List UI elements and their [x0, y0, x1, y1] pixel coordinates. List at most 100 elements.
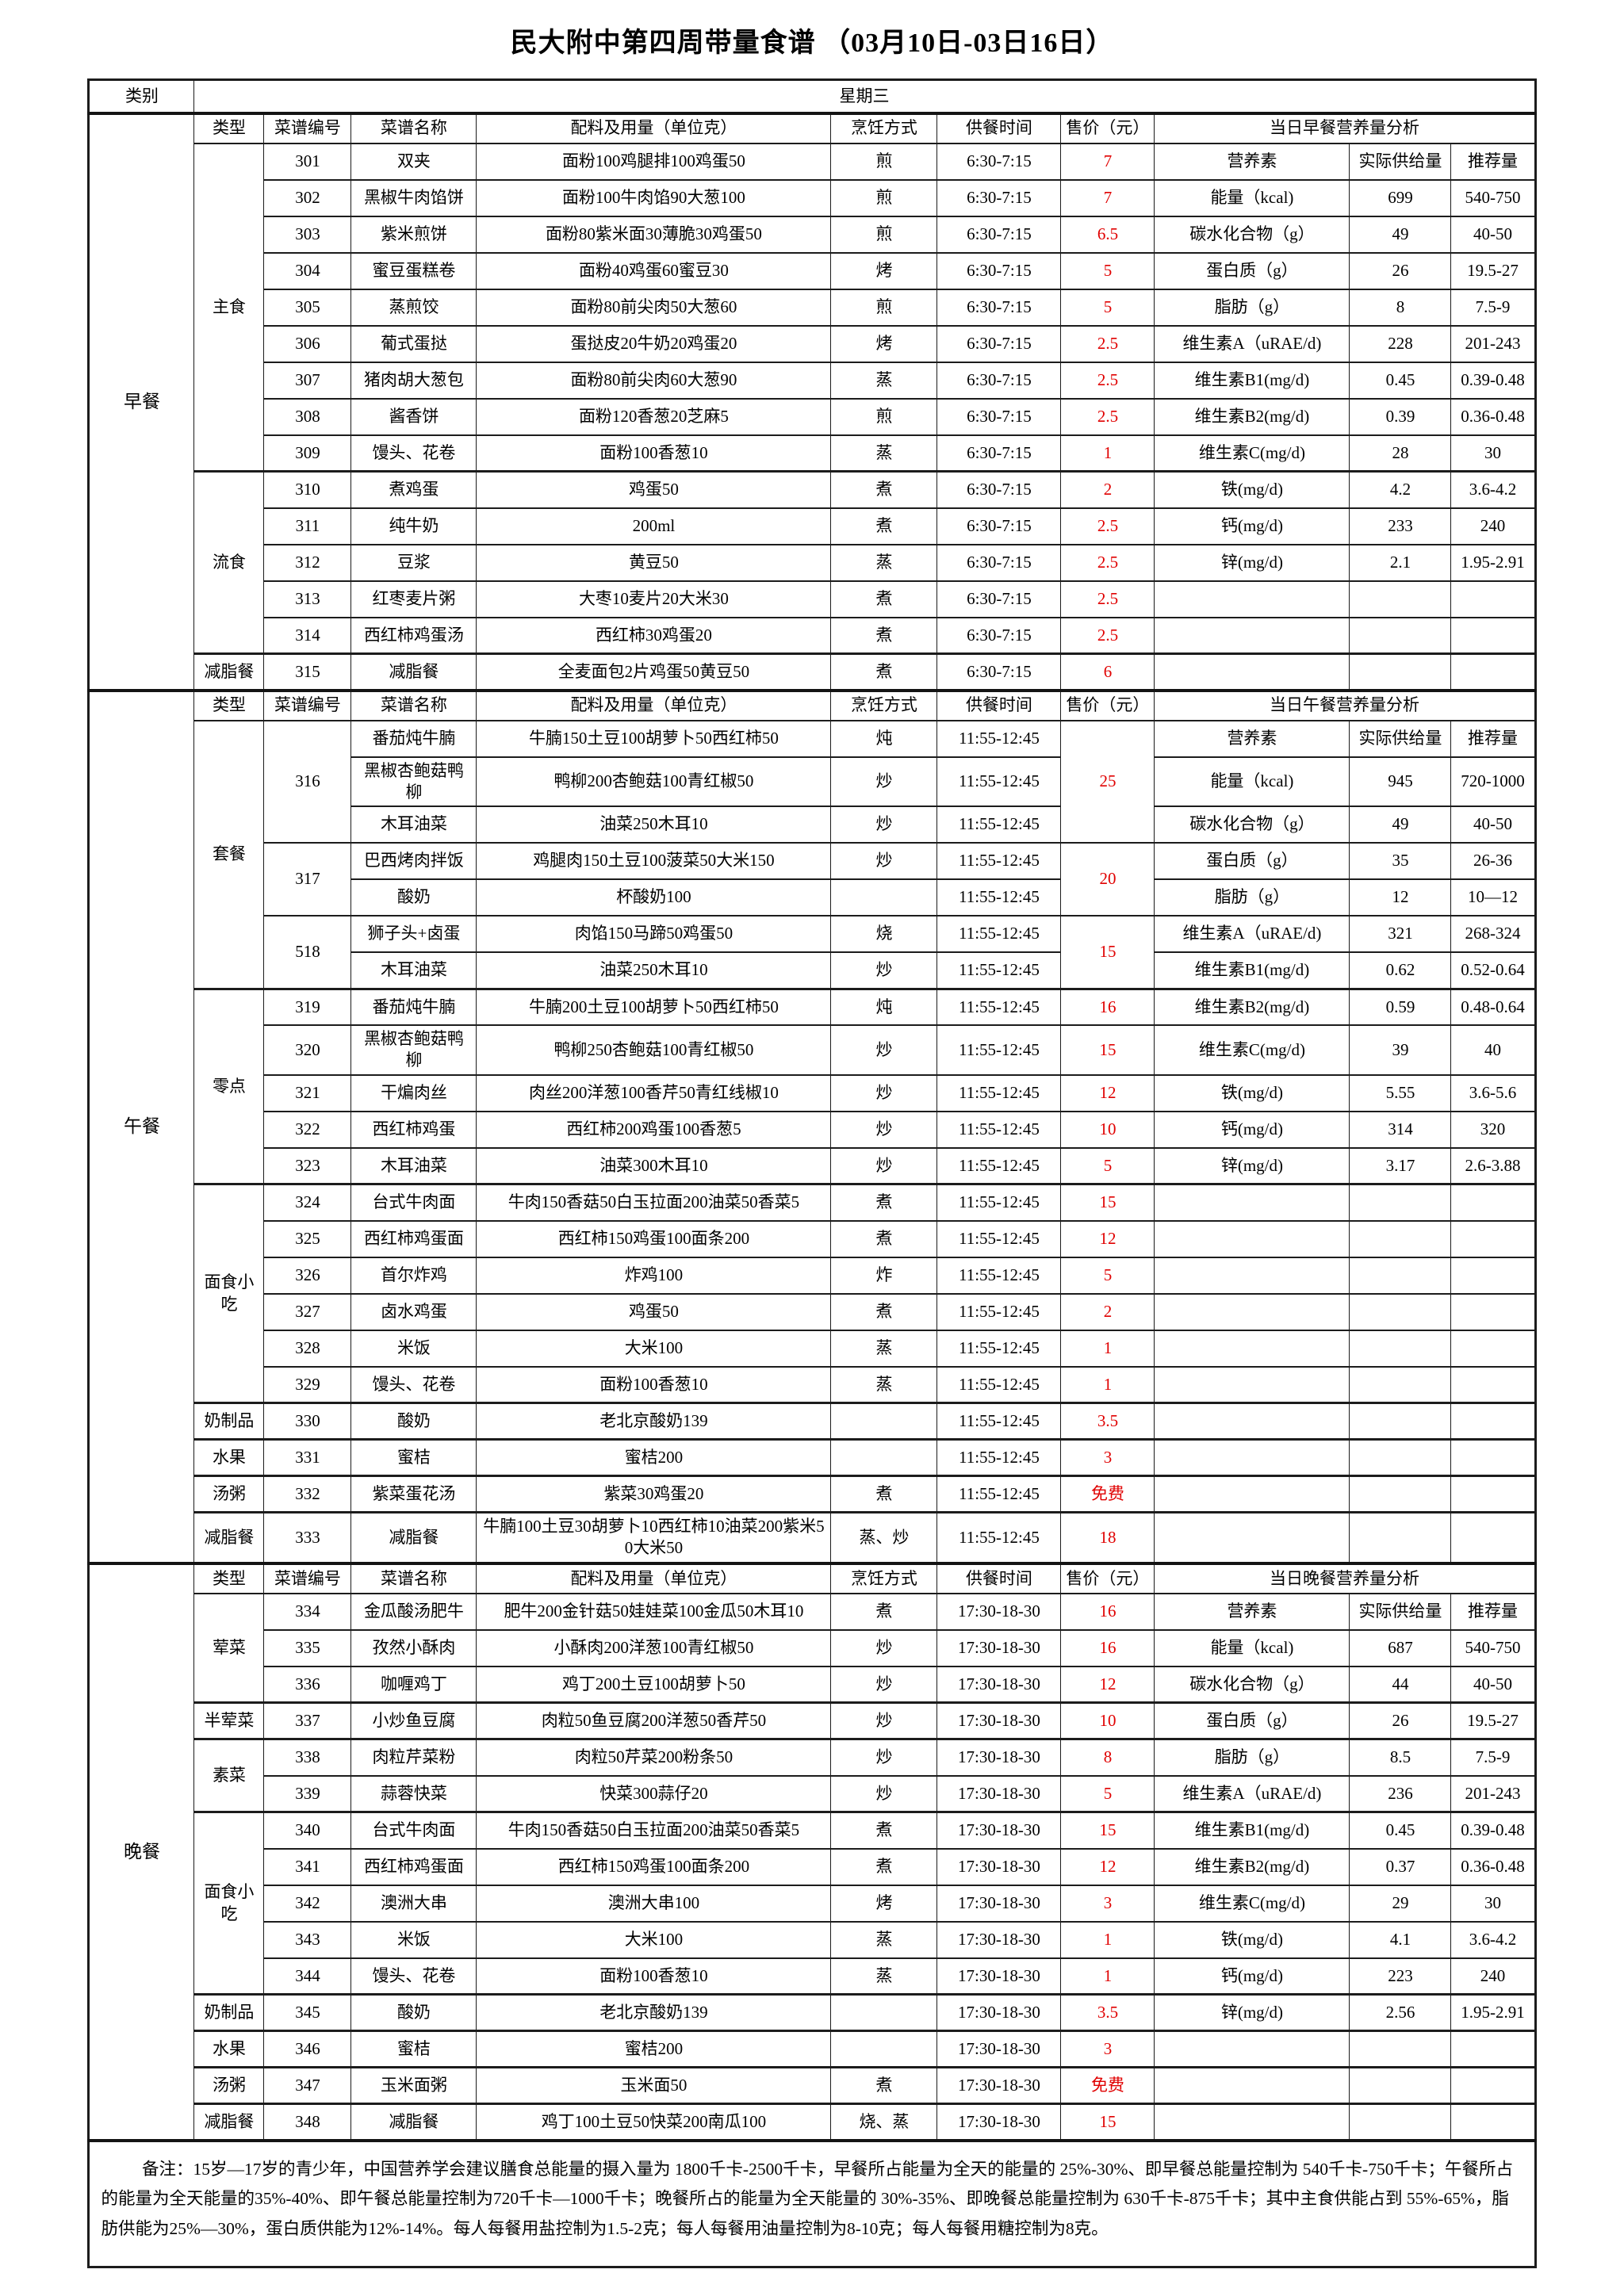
cooking-method: 煮 [830, 1292, 938, 1331]
nutrient-actual: 39 [1349, 1024, 1452, 1076]
menu-row: 面食小吃 324 台式牛肉面 牛肉150香菇50白玉拉面200油菜50香菜5 煮 11:5… [89, 1183, 1536, 1404]
dish-ingredients: 牛肉150香菇50白玉拉面200油菜50香菜5 [476, 1811, 832, 1850]
cooking-method: 蒸 [830, 543, 938, 582]
nutrition-column-header: 营养素 [1154, 719, 1350, 758]
nutrition-empty-cell [1450, 2103, 1536, 2141]
serving-time: 11:55-12:45 [936, 1402, 1062, 1441]
menu-table: 类别 星期三 早餐 类型 菜谱编号 菜谱名称 配料及用量（单位克） 烹饪方式 供餐时间 售价（元）… [87, 78, 1537, 2269]
nutrient-name: 锌(mg/d) [1154, 1993, 1350, 2032]
cooking-method: 煮 [830, 470, 938, 509]
cooking-method: 煮 [830, 616, 938, 655]
nutrient-name: 铁(mg/d) [1154, 470, 1350, 509]
nutrient-actual: 5.55 [1349, 1073, 1452, 1112]
nutrient-name: 脂肪（g） [1154, 878, 1350, 917]
nutrient-recommended: 540-750 [1450, 178, 1536, 217]
nutrition-column-header: 推荐量 [1450, 142, 1536, 181]
price-cell: 2.5 [1060, 397, 1155, 436]
price-cell: 12 [1060, 1073, 1155, 1112]
nutrient-actual: 945 [1349, 756, 1452, 808]
dish-no: 317 [263, 842, 352, 917]
nutrition-empty-cell [1450, 1511, 1536, 1564]
serving-time: 11:55-12:45 [936, 1329, 1062, 1368]
dish-ingredients: 老北京酸奶139 [476, 1402, 832, 1441]
serving-time: 6:30-7:15 [936, 580, 1062, 618]
nutrient-actual: 0.62 [1349, 951, 1452, 990]
column-header: 供餐时间 [936, 688, 1062, 721]
column-header: 售价（元） [1060, 1561, 1155, 1594]
dish-name: 黑椒杏鲍菇鸭柳 [350, 1024, 477, 1076]
dish-no: 326 [263, 1256, 352, 1295]
type-cell: 减脂餐 [193, 652, 265, 691]
dish-no: 328 [263, 1329, 352, 1368]
dish-no: 303 [263, 215, 352, 254]
nutrition-column-header: 实际供给量 [1349, 1592, 1452, 1631]
nutrition-empty-cell [1154, 1402, 1350, 1441]
menu-row: 328 米饭 大米100 蒸 11:55-12:45 1 [89, 1329, 1536, 1368]
dish-name: 黑椒杏鲍菇鸭柳 [350, 756, 477, 808]
serving-time: 11:55-12:45 [936, 1511, 1062, 1564]
price-cell: 3 [1060, 2030, 1155, 2068]
column-header: 菜谱编号 [263, 1561, 352, 1594]
price-cell: 25 [1060, 719, 1155, 844]
nutrition-empty-cell [1450, 2030, 1536, 2068]
menu-row: 主食 301 双夹 面粉100鸡腿排100鸡蛋50 煎 6:30-7:15 7 营养素 实际供给… [89, 142, 1536, 473]
nutrition-empty-cell [1349, 1511, 1452, 1564]
menu-row: 308 酱香饼 面粉120香葱20芝麻5 煎 6:30-7:15 2.5 维生素B2(mg/… [89, 397, 1536, 436]
menu-row: 奶制品 330 酸奶 老北京酸奶139 11:55-12:45 3.5 [89, 1402, 1536, 1441]
menu-row: 302 黑椒牛肉馅饼 面粉100牛肉馅90大葱100 煎 6:30-7:15 7 能量（kc… [89, 178, 1536, 217]
nutrition-empty-cell [1349, 1292, 1452, 1331]
serving-time: 17:30-18-30 [936, 2066, 1062, 2105]
column-header: 菜谱名称 [350, 688, 477, 721]
nutrient-name: 维生素C(mg/d) [1154, 434, 1350, 473]
dish-no: 331 [263, 1438, 352, 1477]
cooking-method [830, 878, 938, 917]
dish-name: 黑椒牛肉馅饼 [350, 178, 477, 217]
dish-name: 酸奶 [350, 1993, 477, 2032]
nutrient-actual: 3.17 [1349, 1146, 1452, 1185]
dish-name: 馒头、花卷 [350, 434, 477, 473]
dish-ingredients: 大米100 [476, 1920, 832, 1959]
dish-no: 329 [263, 1365, 352, 1404]
nutrient-name: 碳水化合物（g） [1154, 806, 1350, 844]
dish-no: 304 [263, 251, 352, 290]
menu-row: 套餐 316 番茄炖牛腩 牛腩150土豆100胡萝卜50西红柿50 炖 11:55-12:… [89, 719, 1536, 990]
column-header: 烹饪方式 [830, 1561, 938, 1594]
nutrition-empty-cell [1450, 580, 1536, 618]
nutrient-name: 碳水化合物（g） [1154, 1665, 1350, 1704]
menu-row: 黑椒杏鲍菇鸭柳 鸭柳200杏鲍菇100青红椒50 炒 11:55-12:45 能量（kc… [89, 756, 1536, 808]
cooking-method: 蒸 [830, 1957, 938, 1996]
nutrition-column-header: 营养素 [1154, 1592, 1350, 1631]
dish-name: 米饭 [350, 1920, 477, 1959]
column-header: 售价（元） [1060, 111, 1155, 144]
menu-row: 313 红枣麦片粥 大枣10麦片20大米30 煮 6:30-7:15 2.5 [89, 580, 1536, 618]
dish-no: 312 [263, 543, 352, 582]
nutrition-empty-cell [1349, 2030, 1452, 2068]
price-cell: 2.5 [1060, 580, 1155, 618]
nutrition-empty-cell [1154, 652, 1350, 691]
serving-time: 6:30-7:15 [936, 215, 1062, 254]
nutrient-recommended: 1.95-2.91 [1450, 543, 1536, 582]
dish-name: 蒸煎饺 [350, 288, 477, 327]
type-cell: 减脂餐 [193, 2103, 265, 2141]
dish-no: 347 [263, 2066, 352, 2105]
column-header: 供餐时间 [936, 111, 1062, 144]
cooking-method: 炒 [830, 1774, 938, 1813]
price-cell: 16 [1060, 1628, 1155, 1667]
dish-ingredients: 牛腩150土豆100胡萝卜50西红柿50 [476, 719, 832, 758]
menu-row: 305 蒸煎饺 面粉80前尖肉50大葱60 煎 6:30-7:15 5 脂肪（g） 8 7.5-… [89, 288, 1536, 327]
dish-ingredients: 油菜250木耳10 [476, 951, 832, 990]
nutrition-empty-cell [1154, 1292, 1350, 1331]
nutrient-recommended: 240 [1450, 1957, 1536, 1996]
dish-ingredients: 牛腩100土豆30胡萝卜10西红柿10油菜200紫米50大米50 [476, 1511, 832, 1564]
nutrient-name: 锌(mg/d) [1154, 1146, 1350, 1185]
cooking-method: 煮 [830, 1592, 938, 1631]
nutrition-empty-cell [1154, 1329, 1350, 1368]
serving-time: 11:55-12:45 [936, 1073, 1062, 1112]
nutrient-name: 钙(mg/d) [1154, 1957, 1350, 1996]
dish-ingredients: 鸡腿肉150土豆100菠菜50大米150 [476, 842, 832, 881]
type-cell: 主食 [193, 142, 265, 473]
dish-ingredients: 肉粒50鱼豆腐200洋葱50香芹50 [476, 1701, 832, 1740]
serving-time: 17:30-18-30 [936, 1957, 1062, 1996]
cooking-method [830, 2030, 938, 2068]
